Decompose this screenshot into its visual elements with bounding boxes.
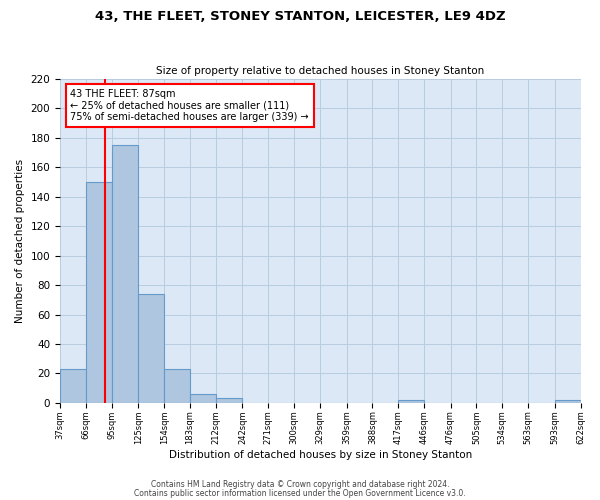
Text: 43, THE FLEET, STONEY STANTON, LEICESTER, LE9 4DZ: 43, THE FLEET, STONEY STANTON, LEICESTER… (95, 10, 505, 23)
Bar (398, 400, 424, 403)
Text: 43 THE FLEET: 87sqm
← 25% of detached houses are smaller (111)
75% of semi-detac: 43 THE FLEET: 87sqm ← 25% of detached ho… (70, 89, 309, 122)
Bar (60, 369, 86, 403)
Text: Contains public sector information licensed under the Open Government Licence v3: Contains public sector information licen… (134, 488, 466, 498)
Text: Contains HM Land Registry data © Crown copyright and database right 2024.: Contains HM Land Registry data © Crown c… (151, 480, 449, 489)
Title: Size of property relative to detached houses in Stoney Stanton: Size of property relative to detached ho… (156, 66, 484, 76)
Bar (164, 369, 190, 403)
Bar (554, 400, 581, 403)
Y-axis label: Number of detached properties: Number of detached properties (15, 159, 25, 323)
Bar (216, 398, 242, 403)
Bar (112, 146, 139, 403)
X-axis label: Distribution of detached houses by size in Stoney Stanton: Distribution of detached houses by size … (169, 450, 472, 460)
Bar (190, 394, 216, 403)
Bar (86, 182, 112, 403)
Bar (139, 294, 164, 403)
